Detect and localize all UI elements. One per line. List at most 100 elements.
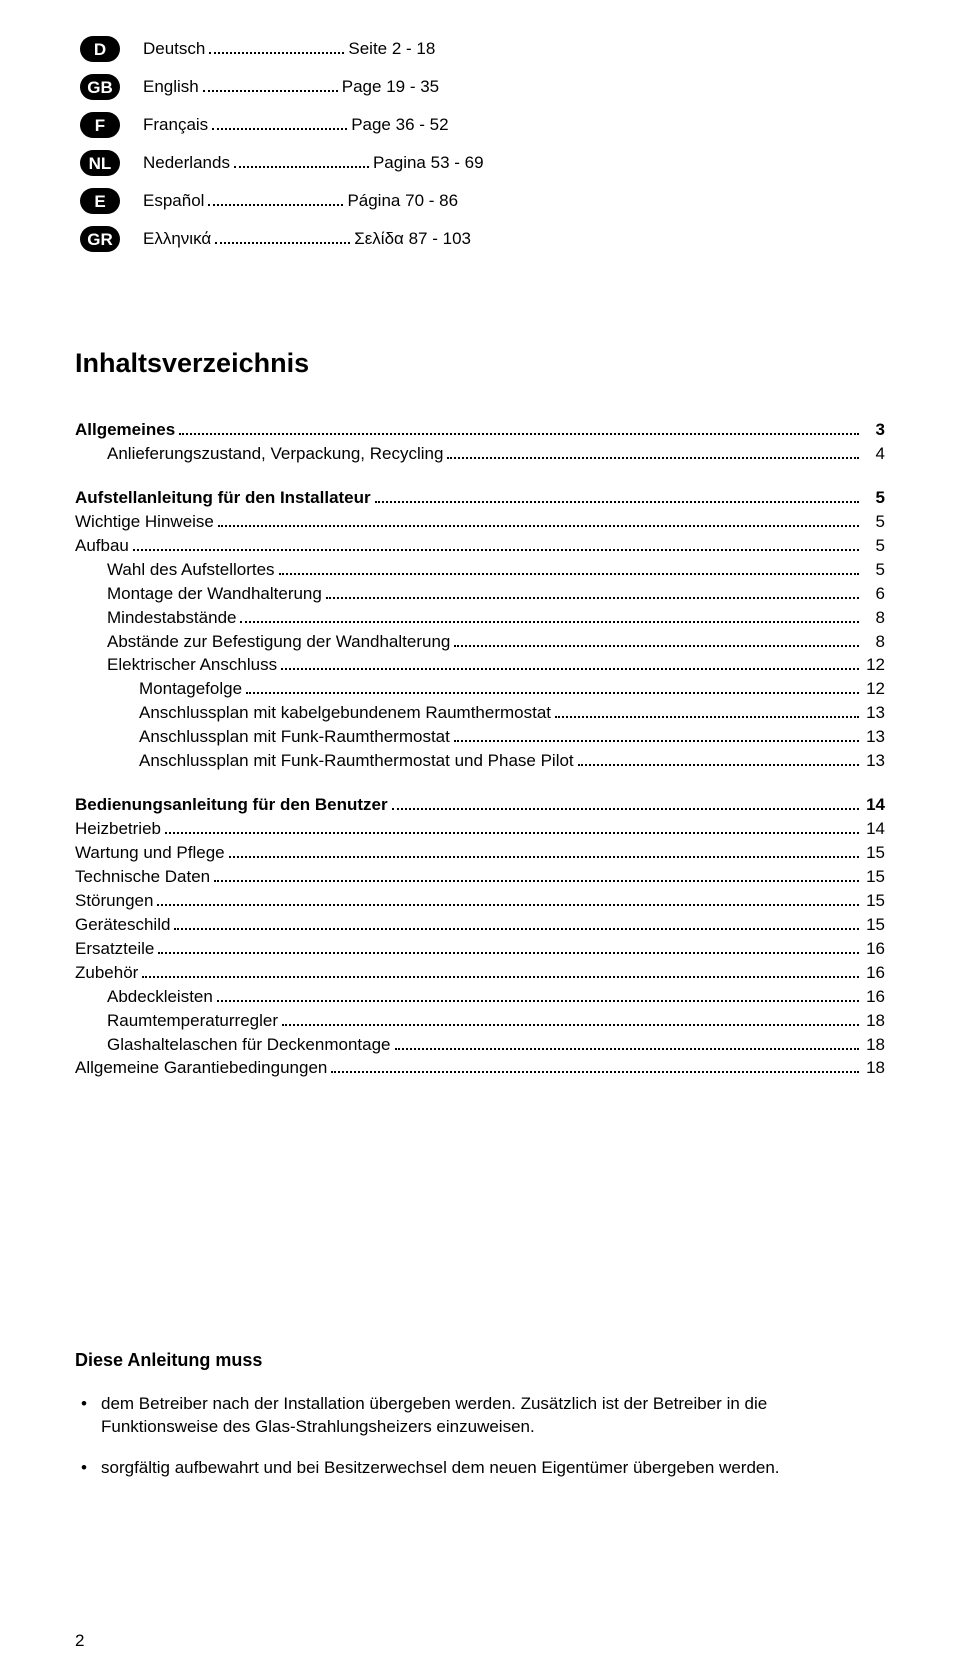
dot-leader — [208, 203, 343, 206]
toc-page: 16 — [863, 986, 885, 1009]
toc-label: Wichtige Hinweise — [75, 511, 214, 534]
toc-row: Anschlussplan mit Funk-Raumthermostat un… — [75, 750, 885, 773]
language-row: GB English Page 19 - 35 — [75, 68, 885, 106]
language-badge: D — [75, 36, 125, 62]
toc-row: Heizbetrieb14 — [75, 818, 885, 841]
toc-row: Wichtige Hinweise 5 — [75, 511, 885, 534]
dot-leader — [240, 620, 859, 623]
toc-label: Heizbetrieb — [75, 818, 161, 841]
language-badge: F — [75, 112, 125, 138]
toc-row: Abstände zur Befestigung der Wandhalteru… — [75, 631, 885, 654]
language-code: NL — [80, 150, 120, 176]
language-row: D Deutsch Seite 2 - 18 — [75, 30, 885, 68]
toc-row: Elektrischer Anschluss12 — [75, 654, 885, 677]
page-number: 2 — [75, 1631, 84, 1651]
language-name: Ελληνικά — [143, 229, 211, 249]
toc-label: Mindestabstände — [107, 607, 236, 630]
notice-bullets: dem Betreiber nach der Installation über… — [75, 1393, 885, 1480]
page: D Deutsch Seite 2 - 18 GB English Page 1… — [0, 0, 960, 1673]
toc-row: Abdeckleisten 16 — [75, 986, 885, 1009]
language-code: GR — [80, 226, 120, 252]
toc-row: Zubehör 16 — [75, 962, 885, 985]
toc-row: Wartung und Pflege 15 — [75, 842, 885, 865]
dot-leader — [179, 432, 859, 435]
toc-row: Störungen15 — [75, 890, 885, 913]
toc-row: Mindestabstände8 — [75, 607, 885, 630]
dot-leader — [326, 596, 859, 599]
toc-page: 15 — [863, 842, 885, 865]
dot-leader — [279, 572, 859, 575]
language-badge: E — [75, 188, 125, 214]
toc-label: Zubehör — [75, 962, 138, 985]
language-code: D — [80, 36, 120, 62]
toc-label: Geräteschild — [75, 914, 170, 937]
language-code: F — [80, 112, 120, 138]
dot-leader — [375, 500, 859, 503]
toc-page: 5 — [863, 559, 885, 582]
dot-leader — [214, 879, 859, 882]
toc-page: 3 — [863, 419, 885, 442]
toc-page: 5 — [863, 511, 885, 534]
toc-label: Raumtemperaturregler — [107, 1010, 278, 1033]
language-row: GR Ελληνικά Σελίδα 87 - 103 — [75, 220, 885, 258]
dot-leader — [395, 1047, 860, 1050]
language-row: NL Nederlands Pagina 53 - 69 — [75, 144, 885, 182]
toc-label: Aufbau — [75, 535, 129, 558]
toc-row: Technische Daten15 — [75, 866, 885, 889]
language-badge: GB — [75, 74, 125, 100]
toc-page: 16 — [863, 962, 885, 985]
dot-leader — [454, 644, 859, 647]
toc-row: Anlieferungszustand, Verpackung, Recycli… — [75, 443, 885, 466]
toc-page: 13 — [863, 702, 885, 725]
dot-leader — [331, 1070, 859, 1073]
language-name: Deutsch — [143, 39, 205, 59]
toc-label: Bedienungsanleitung für den Benutzer — [75, 794, 388, 817]
dot-leader — [133, 548, 859, 551]
toc-page: 5 — [863, 487, 885, 510]
dot-leader — [447, 456, 859, 459]
dot-leader — [142, 975, 859, 978]
notice-heading: Diese Anleitung muss — [75, 1350, 885, 1371]
dot-leader — [217, 999, 859, 1002]
language-pages: Página 70 - 86 — [347, 191, 458, 211]
language-pages: Σελίδα 87 - 103 — [354, 229, 471, 249]
toc-label: Anschlussplan mit Funk-Raumthermostat un… — [139, 750, 574, 773]
toc-gap — [75, 467, 885, 487]
language-pages: Seite 2 - 18 — [348, 39, 435, 59]
toc-page: 5 — [863, 535, 885, 558]
dot-leader — [282, 1023, 859, 1026]
notice-bullet: sorgfältig aufbewahrt und bei Besitzerwe… — [75, 1457, 885, 1480]
language-badge: GR — [75, 226, 125, 252]
toc-label: Abdeckleisten — [107, 986, 213, 1009]
language-text: Deutsch Seite 2 - 18 — [125, 39, 885, 59]
dot-leader — [578, 763, 859, 766]
toc-page: 13 — [863, 726, 885, 749]
toc-label: Abstände zur Befestigung der Wandhalteru… — [107, 631, 450, 654]
language-text: Nederlands Pagina 53 - 69 — [125, 153, 885, 173]
toc-label: Wartung und Pflege — [75, 842, 225, 865]
language-text: Français Page 36 - 52 — [125, 115, 885, 135]
toc-page: 18 — [863, 1010, 885, 1033]
toc-page: 18 — [863, 1034, 885, 1057]
toc-label: Anschlussplan mit kabelgebundenem Raumth… — [139, 702, 551, 725]
toc-page: 12 — [863, 678, 885, 701]
language-code: GB — [80, 74, 120, 100]
toc-row: Allgemeines3 — [75, 419, 885, 442]
dot-leader — [281, 667, 859, 670]
dot-leader — [454, 739, 859, 742]
toc-title: Inhaltsverzeichnis — [75, 348, 885, 379]
language-text: Ελληνικά Σελίδα 87 - 103 — [125, 229, 885, 249]
language-row: E Español Página 70 - 86 — [75, 182, 885, 220]
dot-leader — [555, 715, 859, 718]
toc-page: 4 — [863, 443, 885, 466]
toc-page: 16 — [863, 938, 885, 961]
toc-page: 13 — [863, 750, 885, 773]
language-badge: NL — [75, 150, 125, 176]
toc-label: Allgemeine Garantiebedingungen — [75, 1057, 327, 1080]
toc-row: Montagefolge12 — [75, 678, 885, 701]
dot-leader — [158, 951, 859, 954]
toc-gap — [75, 774, 885, 794]
dot-leader — [157, 903, 859, 906]
toc-row: Wahl des Aufstellortes5 — [75, 559, 885, 582]
toc-label: Montage der Wandhalterung — [107, 583, 322, 606]
